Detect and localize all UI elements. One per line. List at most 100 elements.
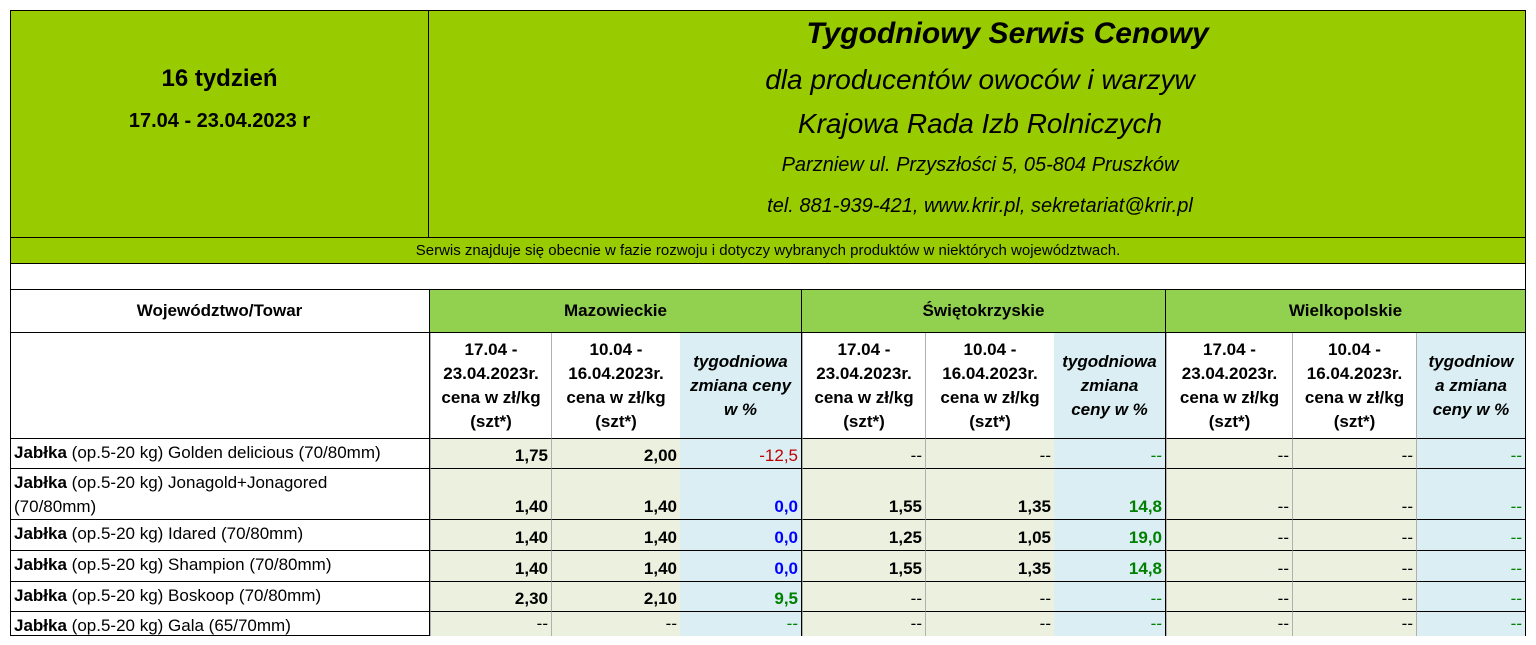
cell-value: 1,25 [802, 520, 925, 551]
subheader-line: w % [723, 399, 758, 419]
cell-value: 0,0 [680, 469, 802, 520]
row-label: Jabłka (op.5-20 kg) Idared (70/80mm) [10, 520, 430, 551]
subheader-line: cena w zł/kg [1179, 387, 1280, 407]
subheader-line: 10.04 - [589, 339, 643, 359]
cell-value: 2,30 [430, 582, 551, 612]
cell-value: -- [1292, 520, 1416, 551]
subheader-previous-7: 10.04 - 16.04.2023r. cena w zł/kg (szt*) [1292, 333, 1416, 439]
region-wielkopolskie: Wielkopolskie [1166, 290, 1525, 333]
cell-value: -- [802, 582, 925, 612]
subheader-line: (szt*) [843, 411, 885, 431]
row-label: Jabłka (op.5-20 kg) Jonagold+Jonagored (7… [10, 469, 430, 520]
cell-value: -- [1166, 439, 1292, 469]
cell-value: -- [1166, 520, 1292, 551]
row-label: Jabłka (op.5-20 kg) Shampion (70/80mm) [10, 551, 430, 582]
subheader-line: tygodniowa [1062, 351, 1157, 371]
cell-value: -- [1292, 439, 1416, 469]
subheader-current-3: 17.04 - 23.04.2023r. cena w zł/kg (szt*) [802, 333, 925, 439]
cell-value: -- [1166, 469, 1292, 520]
cell-value: -- [1416, 520, 1525, 551]
subheader-line: 10.04 - [963, 339, 1017, 359]
product-spec: (op.5-20 kg) Shampion (70/80mm) [66, 555, 332, 574]
subheader-change-a-2: tygodniowa zmiana ceny w % [680, 333, 802, 439]
product-spec: (op.5-20 kg) Idared (70/80mm) [66, 524, 304, 543]
row-label: Jabłka (op.5-20 kg) Golden delicious (70… [10, 439, 430, 469]
subheader-change-b-5: tygodniowa zmiana ceny w % [1054, 333, 1166, 439]
product-spec: (op.5-20 kg) Golden delicious (70/80mm) [66, 443, 381, 462]
region-mazowieckie: Mazowieckie [430, 290, 802, 333]
cell-value: -- [1416, 469, 1525, 520]
service-subtitle: dla producentów owoców i warzyw [765, 64, 1195, 95]
week-label: 16 tydzień [161, 65, 278, 92]
cell-value: 14,8 [1054, 469, 1166, 520]
subheader-line: ceny w % [1071, 399, 1148, 419]
subheader-line: 17.04 - [837, 339, 891, 359]
cell-value: -- [802, 439, 925, 469]
subheader-change-c-8: tygodniow a zmiana ceny w % [1416, 333, 1525, 439]
subheader-current-0: 17.04 - 23.04.2023r. cena w zł/kg (szt*) [430, 333, 551, 439]
row-label: Jabłka (op.5-20 kg) Gala (65/70mm) [10, 612, 430, 636]
cell-value: 2,10 [551, 582, 680, 612]
banner-divider [10, 10, 429, 238]
cell-value: 9,5 [680, 582, 802, 612]
region-swietokrzyskie: Świętokrzyskie [802, 290, 1166, 333]
subheader-line: 16.04.2023r. [568, 363, 664, 383]
banner [10, 10, 1526, 238]
subheader-line: (szt*) [1333, 411, 1376, 431]
subheader-line: a zmiana [1435, 375, 1507, 395]
cell-value: -- [925, 612, 1054, 636]
subheader-line: cena w zł/kg [814, 387, 914, 407]
cell-value: 1,05 [925, 520, 1054, 551]
subheader-line: 17.04 - [1203, 339, 1256, 359]
subheader-line: (szt*) [470, 411, 512, 431]
product-spec: (op.5-20 kg) Gala (65/70mm) [66, 616, 291, 635]
subheader-line: zmiana ceny [689, 375, 792, 395]
cell-value: -- [1054, 439, 1166, 469]
cell-value: -- [551, 612, 680, 636]
product-spec-cont: (70/80mm) [14, 497, 97, 516]
cell-value: 1,40 [430, 520, 551, 551]
cell-value: 1,75 [430, 439, 551, 469]
product-name: Jabłka [14, 473, 67, 492]
product-name: Jabłka [14, 616, 67, 635]
cell-value: 19,0 [1054, 520, 1166, 551]
cell-value: -- [1292, 469, 1416, 520]
cell-value: -- [1416, 582, 1525, 612]
subheader-line: 10.04 - [1328, 339, 1381, 359]
spacer-row [10, 264, 1526, 289]
cell-value: -- [925, 582, 1054, 612]
subheader-line: tygodniow [1428, 351, 1514, 371]
cell-value: 1,55 [802, 551, 925, 582]
corner-label: Województwo/Towar [10, 290, 430, 333]
cell-value: -- [1416, 612, 1525, 636]
cell-value: 1,40 [430, 551, 551, 582]
cell-value: -- [1054, 582, 1166, 612]
cell-value: -- [1166, 612, 1292, 636]
subheader-line: 23.04.2023r. [443, 363, 539, 383]
subheader-line: 16.04.2023r. [1306, 363, 1403, 383]
subheader-line: ceny w % [1432, 399, 1510, 419]
subheader-line: 23.04.2023r. [1181, 363, 1278, 383]
week-date-range: 17.04 - 23.04.2023 r [128, 109, 311, 132]
product-spec: (op.5-20 kg) Jonagold+Jonagored [66, 473, 328, 492]
cell-value: -- [1292, 612, 1416, 636]
product-name: Jabłka [14, 586, 67, 605]
subheader-blank [10, 333, 430, 439]
product-spec: (op.5-20 kg) Boskoop (70/80mm) [66, 586, 322, 605]
subheader-line: tygodniowa [693, 351, 788, 371]
cell-value: -- [1292, 551, 1416, 582]
cell-value: -- [802, 612, 925, 636]
subheader-line: 23.04.2023r. [816, 363, 912, 383]
cell-value: -- [1166, 551, 1292, 582]
cell-value: 0,0 [680, 551, 802, 582]
subheader-line: cena w zł/kg [441, 387, 541, 407]
organization-address: Parzniew ul. Przyszłości 5, 05-804 Prusz… [781, 153, 1179, 176]
subheader-line: cena w zł/kg [566, 387, 666, 407]
organization-name: Krajowa Rada Izb Rolniczych [797, 108, 1163, 139]
subheader-line: 17.04 - [464, 339, 518, 359]
subheader-line: (szt*) [969, 411, 1011, 431]
subheader-previous-4: 10.04 - 16.04.2023r. cena w zł/kg (szt*) [925, 333, 1054, 439]
cell-value: -- [680, 612, 802, 636]
cell-value: -12,5 [680, 439, 802, 469]
cell-value: -- [1292, 582, 1416, 612]
